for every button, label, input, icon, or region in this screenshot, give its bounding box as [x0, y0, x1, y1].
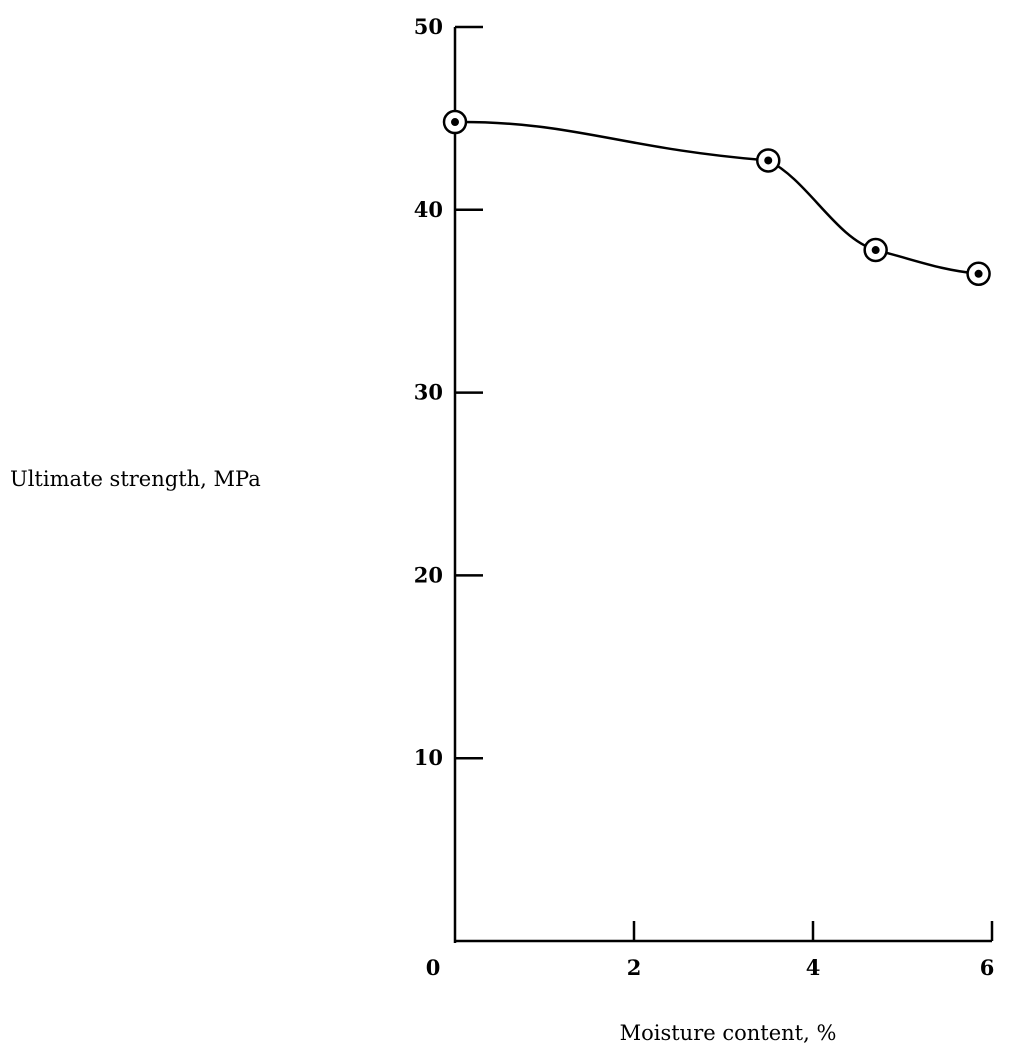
data-point-dot	[974, 269, 983, 278]
markers	[442, 109, 991, 287]
x-tick-label: 2	[627, 955, 642, 980]
y-tick-label: 30	[414, 380, 443, 405]
data-point	[863, 237, 888, 263]
data-point	[442, 109, 468, 135]
y-axis-title: Ultimate strength, MPa	[10, 467, 261, 491]
series-line	[454, 120, 979, 276]
tick-labels: 0 2 4 6 10 20 30 40 50	[414, 14, 995, 980]
x-origin-tick-label: 0	[426, 955, 441, 980]
axes	[453, 27, 992, 943]
y-tick-label: 40	[414, 197, 443, 222]
data-point-dot	[764, 156, 773, 165]
ticks	[455, 25, 994, 941]
x-tick-label: 4	[806, 955, 821, 980]
x-axis-title: Moisture content, %	[620, 1021, 837, 1045]
y-tick-label: 50	[414, 14, 443, 39]
y-tick-label: 20	[414, 562, 443, 587]
data-point-dot	[871, 246, 880, 255]
data-point-dot	[451, 118, 459, 127]
y-tick-label: 10	[414, 745, 443, 770]
data-point	[966, 261, 991, 287]
data-point	[756, 148, 781, 173]
x-tick-label: 6	[980, 955, 995, 980]
